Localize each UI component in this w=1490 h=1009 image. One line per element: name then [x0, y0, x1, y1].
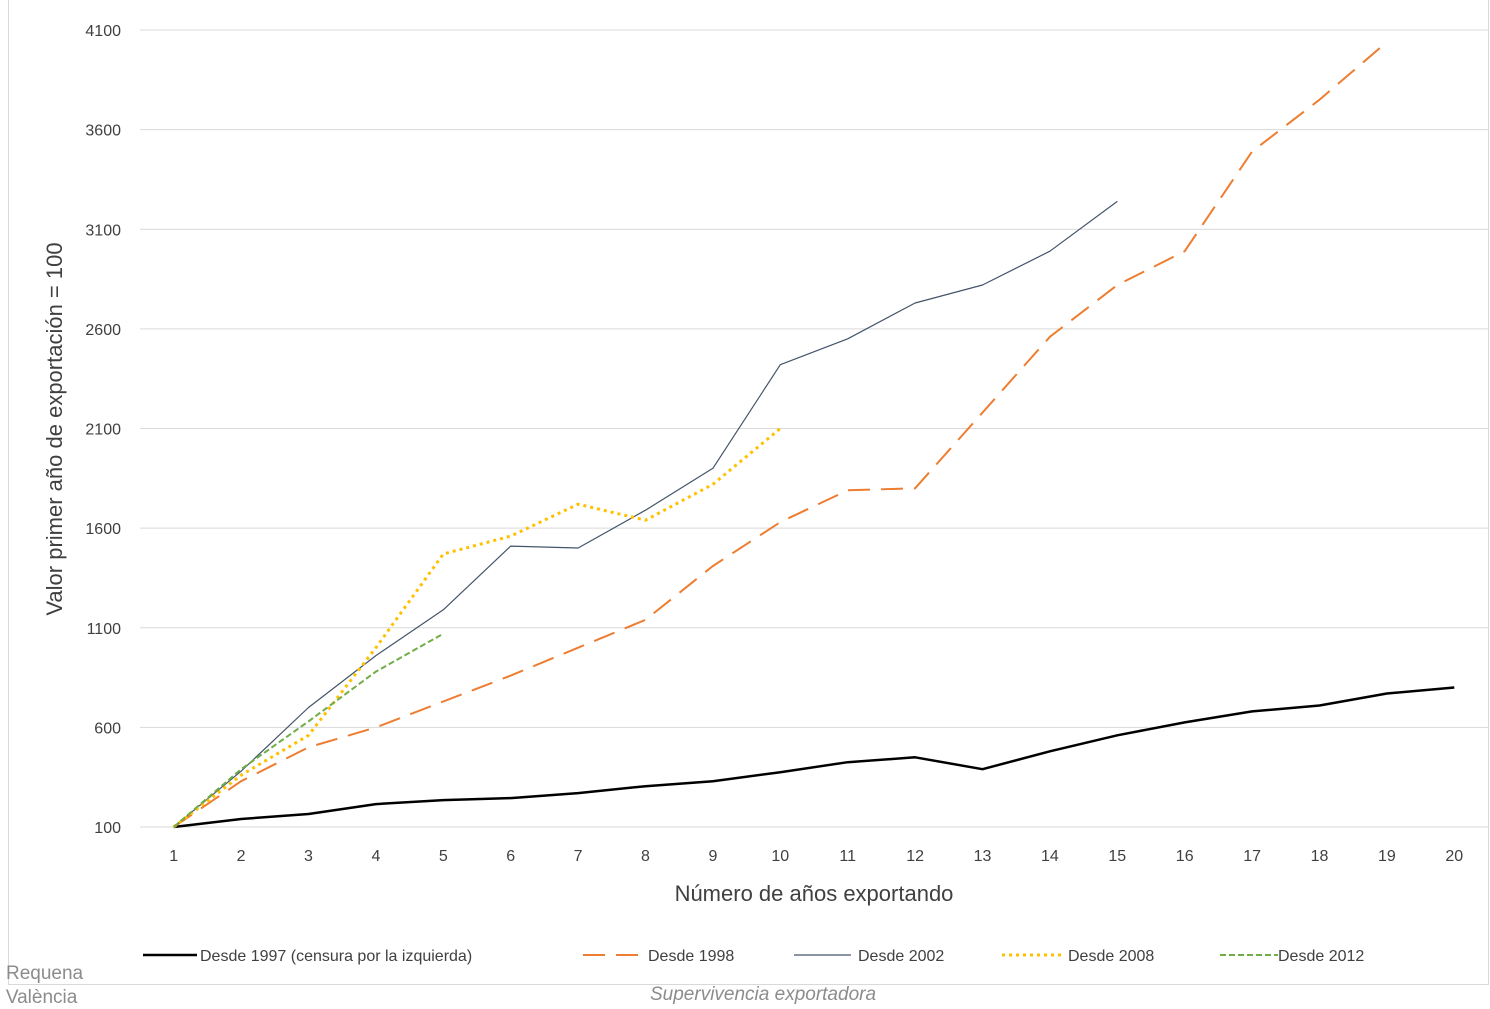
- x-tick-label: 4: [371, 848, 380, 865]
- x-tick-label: 10: [771, 848, 789, 865]
- legend-label: Desde 2008: [1068, 948, 1154, 965]
- legend: Desde 1997 (censura por la izquierda) Des…: [143, 948, 1364, 965]
- x-tick-label: 17: [1243, 848, 1261, 865]
- x-tick-label: 8: [641, 848, 650, 865]
- y-tick-label: 4100: [85, 23, 121, 40]
- x-tick-label: 19: [1378, 848, 1396, 865]
- x-tick-label: 9: [708, 848, 717, 865]
- gridlines: [140, 29, 1488, 828]
- y-axis-title: Valor primer año de exportación = 100: [42, 242, 67, 615]
- y-tick-label: 100: [94, 820, 121, 837]
- x-tick-label: 13: [974, 848, 992, 865]
- chart-frame: [8, 0, 1489, 985]
- footer-section-title: Supervivencia exportadora: [650, 984, 877, 1005]
- y-tick-label: 3100: [85, 222, 121, 239]
- series-line-5: [173, 632, 444, 828]
- x-tick-label: 5: [439, 848, 448, 865]
- y-tick-label: 1600: [85, 521, 121, 538]
- x-axis-title: Número de años exportando: [675, 881, 954, 906]
- x-tick-label: 11: [839, 848, 856, 865]
- x-tick-label: 16: [1176, 848, 1194, 865]
- y-tick-label: 2100: [85, 422, 121, 439]
- series-line-3: [173, 200, 1118, 828]
- x-tick-label: 12: [906, 848, 924, 865]
- x-tick-label: 7: [574, 848, 583, 865]
- series-line-2: [173, 41, 1388, 828]
- x-tick-label: 6: [506, 848, 515, 865]
- x-tick-label: 20: [1445, 848, 1463, 865]
- x-tick-label: 18: [1311, 848, 1329, 865]
- legend-label: Desde 1997 (censura por la izquierda): [200, 948, 472, 965]
- x-tick-label: 1: [169, 848, 178, 865]
- legend-label: Desde 2012: [1278, 948, 1364, 965]
- x-tick-label: 3: [304, 848, 313, 865]
- x-tick-label: 2: [237, 848, 246, 865]
- y-tick-label: 2600: [85, 322, 121, 339]
- series-line-1: [173, 686, 1455, 829]
- footer-institution: e València: [0, 987, 78, 1008]
- y-tick-label: 600: [94, 720, 121, 737]
- x-tick-label: 15: [1108, 848, 1126, 865]
- x-axis-ticks: 1 2 3 4 5 6 7 8 9 10 11 12 13 14 15 16 17 18 19 20: [169, 848, 1463, 865]
- footer-author: Requena: [6, 963, 84, 984]
- series-lines: [172, 41, 1455, 829]
- y-tick-label: 3600: [85, 123, 121, 140]
- legend-label: Desde 2002: [858, 948, 944, 965]
- y-tick-label: 1100: [87, 621, 122, 638]
- x-tick-label: 14: [1041, 848, 1059, 865]
- y-axis-ticks: 100 600 1100 1600 2100 2600 3100 3600 4100: [85, 23, 121, 837]
- legend-label: Desde 1998: [648, 948, 734, 965]
